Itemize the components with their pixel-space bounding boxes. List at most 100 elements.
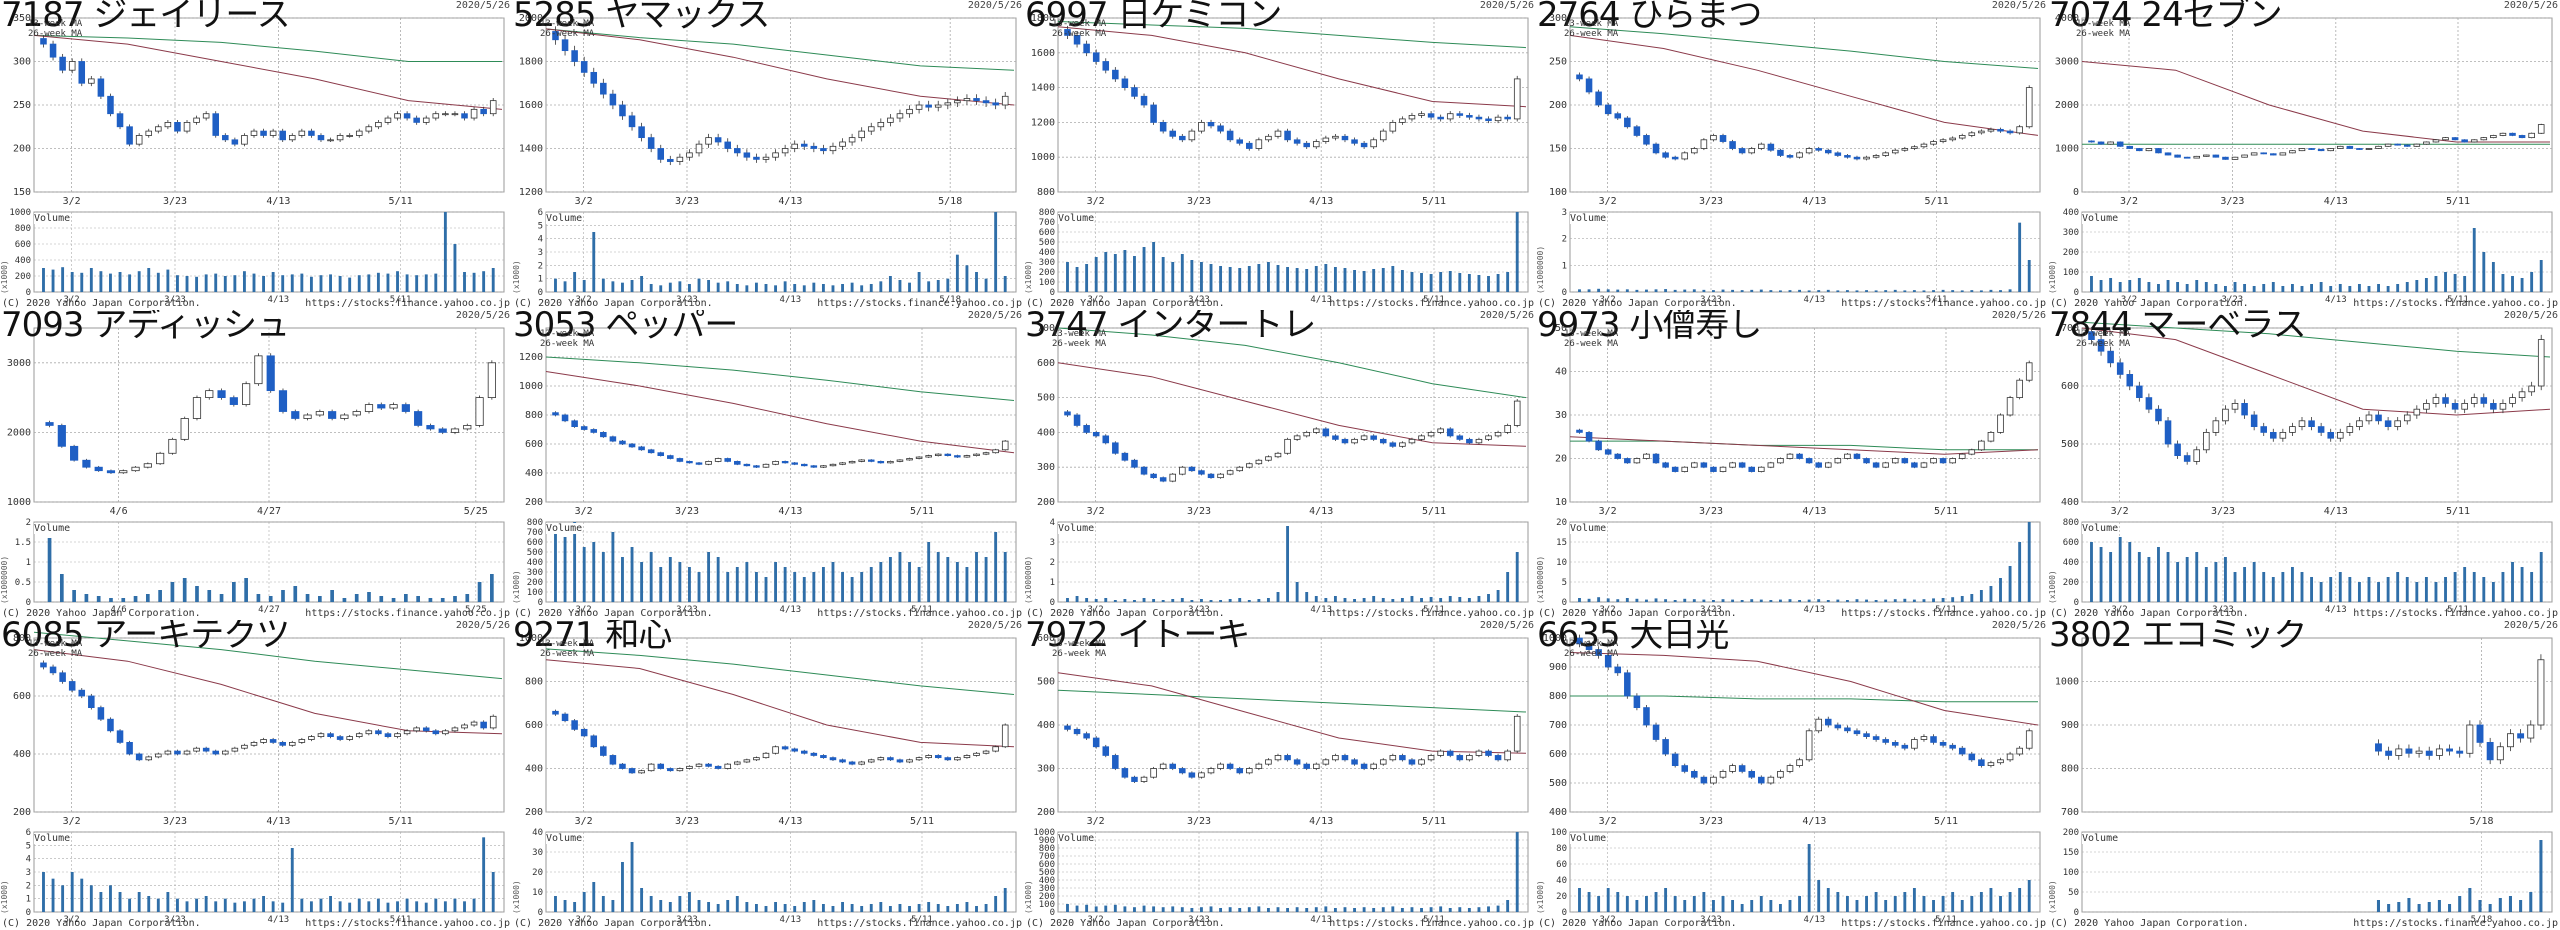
candle <box>2025 362 2033 381</box>
y-tick-label: 200 <box>1037 807 1055 818</box>
candle <box>308 130 315 136</box>
x-tick-label: 5/11 <box>1934 506 1958 517</box>
volume-legend: Volume <box>1058 833 1095 844</box>
vol-tick-label: 200 <box>1039 892 1055 902</box>
volume-bar <box>204 896 208 912</box>
volume-bar <box>716 904 720 912</box>
candle <box>686 460 693 464</box>
volume-bar <box>1295 907 1299 912</box>
candle <box>2241 403 2248 416</box>
vol-tick-label: 500 <box>1039 238 1055 248</box>
chart-svg: 20040060080010000102030403/23/23/233/234… <box>519 633 1017 925</box>
candle <box>126 126 133 145</box>
volume-bar <box>955 254 959 292</box>
volume-bar <box>214 901 218 912</box>
volume-unit: (x1000) <box>512 570 521 604</box>
candle <box>2250 152 2258 156</box>
volume-bar <box>2157 284 2160 292</box>
volume-bar <box>2319 582 2323 602</box>
candle <box>1949 137 1956 141</box>
candle <box>260 130 267 136</box>
volume-bar <box>668 282 672 292</box>
candle <box>2222 408 2229 422</box>
x-tick-label: 5/11 <box>1925 196 1949 207</box>
y-tick-label: 700 <box>1037 323 1055 334</box>
volume-bar <box>2472 572 2476 602</box>
x-tick-label: 3/23 <box>1187 506 1211 517</box>
volume-bar <box>2539 260 2543 292</box>
candle <box>231 139 239 145</box>
ma13-line <box>1057 672 1527 754</box>
candle <box>791 462 798 465</box>
volume-bar <box>391 598 396 602</box>
vol-x-tick-label: 3/2 <box>1599 605 1615 615</box>
volume-bar <box>2529 892 2533 912</box>
volume-bar <box>936 552 940 602</box>
volume-bar <box>1989 289 1993 292</box>
plot-frame <box>2081 211 2553 293</box>
candle <box>590 735 598 748</box>
volume-bar <box>831 285 835 292</box>
candle <box>1293 139 1301 144</box>
volume-bar <box>841 572 844 602</box>
volume-bar <box>2290 284 2294 292</box>
candle <box>1662 462 1669 468</box>
candle <box>2375 145 2382 149</box>
x-tick-label: 5/11 <box>1422 506 1446 517</box>
candle <box>205 390 214 398</box>
vol-tick-label: 200 <box>2063 828 2079 838</box>
volume-bar <box>2027 522 2031 602</box>
candle <box>1475 438 1483 444</box>
volume-bar <box>2501 572 2505 602</box>
candle <box>1064 29 1071 36</box>
volume-bar <box>831 562 835 602</box>
volume-bar <box>1826 600 1830 602</box>
vol-tick-label: 100 <box>1039 278 1055 288</box>
volume-bar <box>214 273 218 292</box>
ma26-line <box>1057 689 1527 713</box>
volume-bar <box>1152 242 1156 292</box>
volume-bar <box>121 598 126 602</box>
vol-tick-label: 3 <box>26 868 31 878</box>
volume-bar <box>1228 907 1232 912</box>
volume-bar <box>1286 526 1290 602</box>
volume-bar <box>2424 577 2428 602</box>
plot-frame <box>545 637 1017 813</box>
candle <box>2126 145 2134 149</box>
candle <box>858 761 865 765</box>
volume-bar <box>1496 905 1500 912</box>
candle <box>2164 152 2172 156</box>
candle <box>1604 104 1612 115</box>
vol-tick-label: 800 <box>1039 208 1055 218</box>
volume-unit: (x1000) <box>2048 260 2057 294</box>
volume-bar <box>2491 262 2495 292</box>
candle <box>1389 755 1397 761</box>
volume-bar <box>1759 289 1763 292</box>
candle <box>1360 142 1368 148</box>
volume-bar <box>233 275 237 292</box>
candle <box>1949 458 1956 464</box>
vol-x-tick-label: 3/23 <box>1188 605 1210 615</box>
candle <box>734 460 741 465</box>
vol-tick-label: 3 <box>1050 538 1055 548</box>
copyright-text: (C) 2020 Yahoo Japan Corporation. <box>2050 298 2249 309</box>
volume-legend: Volume <box>2082 833 2119 844</box>
volume-bar <box>1085 598 1089 602</box>
volume-bar <box>774 562 778 602</box>
candle <box>394 733 401 737</box>
candle <box>1092 432 1100 437</box>
vol-tick-label: 0 <box>538 288 543 298</box>
volume-bar <box>1247 907 1251 912</box>
volume-bar <box>1778 290 1782 292</box>
volume-bar <box>1941 896 1945 912</box>
candle <box>413 727 420 732</box>
volume-bar <box>1932 290 1935 292</box>
candle <box>1576 74 1583 80</box>
vol-tick-label: 900 <box>1039 836 1055 846</box>
candle <box>2423 141 2430 145</box>
volume-bar <box>1171 906 1175 912</box>
volume-bar <box>908 282 911 292</box>
candle <box>480 108 487 115</box>
volume-bar <box>2453 274 2457 292</box>
vol-tick-label: 20 <box>1556 892 1567 902</box>
